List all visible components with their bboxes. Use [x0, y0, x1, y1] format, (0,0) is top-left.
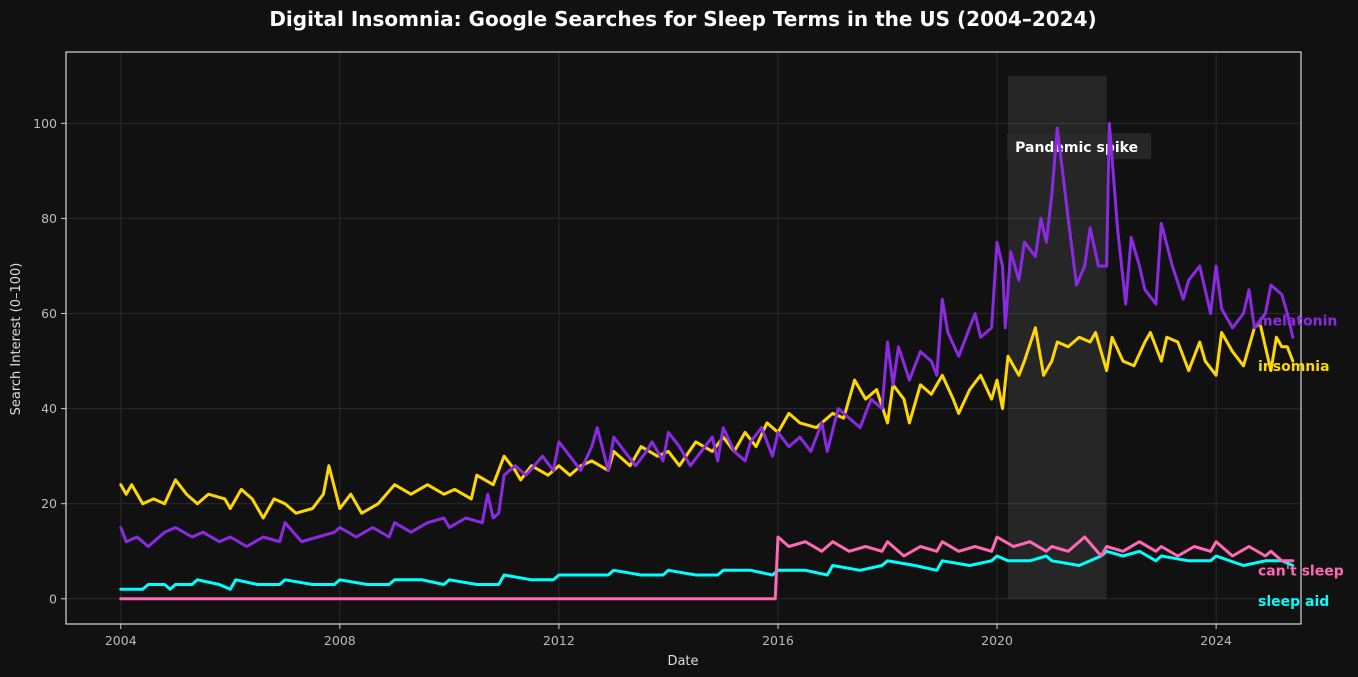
- annotation-label: Pandemic spike: [1015, 140, 1138, 156]
- y-tick-label: 0: [49, 591, 57, 606]
- y-tick-label: 60: [41, 306, 57, 321]
- plot-frame: [65, 51, 1302, 625]
- x-axis-label: Date: [667, 654, 698, 669]
- series-layer: [119, 121, 1295, 601]
- series-label-can-t-sleep: can't sleep: [1258, 563, 1344, 579]
- x-tick-label: 2016: [762, 633, 794, 648]
- x-tick-label: 2008: [324, 633, 356, 648]
- annotation-layer: Pandemic spike: [1007, 75, 1152, 599]
- x-tick-label: 2024: [1200, 633, 1232, 648]
- pandemic-highlight-band: [1007, 75, 1107, 599]
- ticks: 2004 2008 2012 2016 2020 2024 0 20 40 60 80 100: [33, 116, 1232, 648]
- series-line-can-t-sleep: [119, 535, 1295, 601]
- y-axis-label: Search Interest (0–100): [9, 263, 24, 416]
- series-line-sleep-aid: [119, 549, 1295, 591]
- x-tick-label: 2020: [981, 633, 1013, 648]
- series-label-sleep-aid: sleep aid: [1258, 594, 1329, 610]
- annotation-box: [1007, 133, 1152, 160]
- y-tick-label: 40: [41, 401, 57, 416]
- series-label-insomnia: insomnia: [1258, 359, 1330, 375]
- y-tick-label: 80: [41, 211, 57, 226]
- y-tick-label: 20: [41, 496, 57, 511]
- x-tick-label: 2004: [105, 633, 137, 648]
- x-tick-label: 2012: [543, 633, 575, 648]
- series-line-melatonin: [119, 121, 1295, 548]
- series-label-melatonin: melatonin: [1258, 314, 1337, 330]
- y-tick-label: 100: [33, 116, 57, 131]
- end-labels: melatonin insomnia can't sleep sleep aid: [1258, 314, 1344, 611]
- chart-title: Digital Insomnia: Google Searches for Sl…: [269, 7, 1096, 31]
